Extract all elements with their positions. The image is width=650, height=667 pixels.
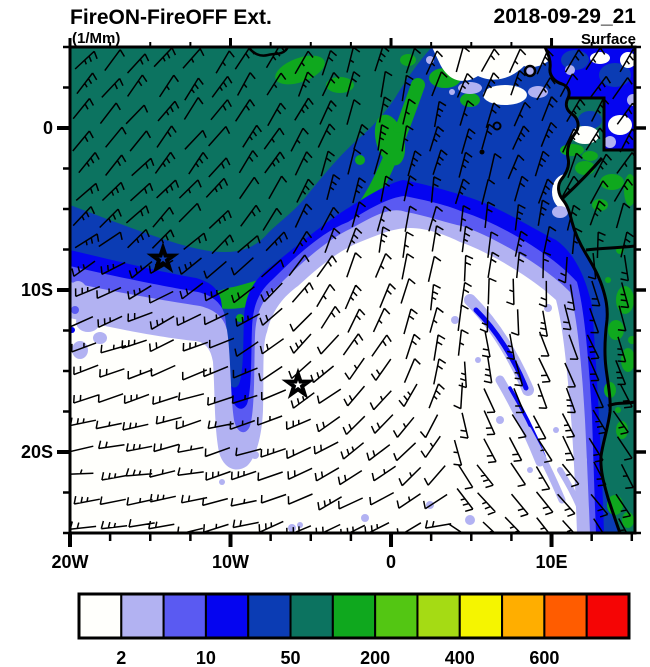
colorbar-cell-10: [501, 593, 546, 639]
map-panel: [71, 48, 634, 532]
colorbar-label: 50: [281, 648, 301, 667]
colorbar-cell-0: [78, 593, 123, 639]
colorbar-label: 600: [529, 648, 559, 667]
island-principe: [492, 121, 502, 131]
colorbar-cell-1: [120, 593, 165, 639]
colorbar-label: 400: [445, 648, 475, 667]
y-axis-label: 20S: [21, 442, 53, 462]
colorbar-cell-2: [162, 593, 207, 639]
plot-units: (1/Mm): [72, 30, 120, 47]
header: FireON-FireOFF Ext. (1/Mm) 2018-09-29_21…: [70, 5, 636, 48]
map-outlines: [247, 48, 634, 532]
plot-title: FireON-FireOFF Ext.: [70, 6, 272, 29]
region-clear-center: [71, 228, 577, 532]
island-sao-tome: [479, 149, 485, 155]
colorbar-label: 10: [196, 648, 216, 667]
colorbar-label: 200: [360, 648, 390, 667]
island-bioko: [523, 64, 537, 78]
x-axis-label: 0: [386, 552, 396, 572]
colorbar-cell-11: [543, 593, 588, 639]
plot-datetime: 2018-09-29_21: [494, 5, 637, 28]
station-markers: [146, 241, 315, 399]
axes: 20W 10W 0 10E 0 10S 20S: [21, 38, 646, 572]
colorbar-border: [77, 592, 631, 640]
country-border-2: [561, 157, 604, 200]
plot-level: Surface: [581, 31, 636, 48]
colorbar-label: 2: [116, 648, 126, 667]
colorbar-cell-6: [331, 593, 377, 639]
star-marker: [146, 241, 180, 273]
y-axis-label: 0: [43, 118, 53, 138]
colorbar-cell-12: [585, 593, 631, 639]
region-plume-teal: [71, 48, 432, 253]
x-axis-label: 20W: [51, 552, 88, 572]
country-border-4: [607, 400, 634, 408]
colorbar-cell-7: [374, 593, 419, 639]
y-axis-label: 10S: [21, 280, 53, 300]
wind-barbs: [71, 48, 634, 532]
colorbar-cell-8: [416, 593, 461, 639]
colorbar-legend: 2 10 50 200 400 600: [77, 592, 631, 667]
x-axis-label: 10E: [536, 552, 568, 572]
coastline-africa: [543, 48, 622, 532]
colorbar-cell-3: [204, 593, 250, 639]
colorbar-cell-9: [458, 593, 504, 639]
region-scattered-lavender: [71, 281, 475, 532]
colorbar-cell-4: [247, 593, 292, 639]
country-border-3: [585, 244, 634, 252]
star-marker: [281, 367, 315, 399]
region-offshore-streaks: [451, 294, 587, 521]
coastline-west-africa-top: [247, 48, 289, 57]
x-axis-label: 10W: [212, 552, 249, 572]
colorbar-cell-5: [289, 593, 334, 639]
country-border-1: [568, 96, 634, 152]
wind-barb-field: [71, 48, 634, 532]
